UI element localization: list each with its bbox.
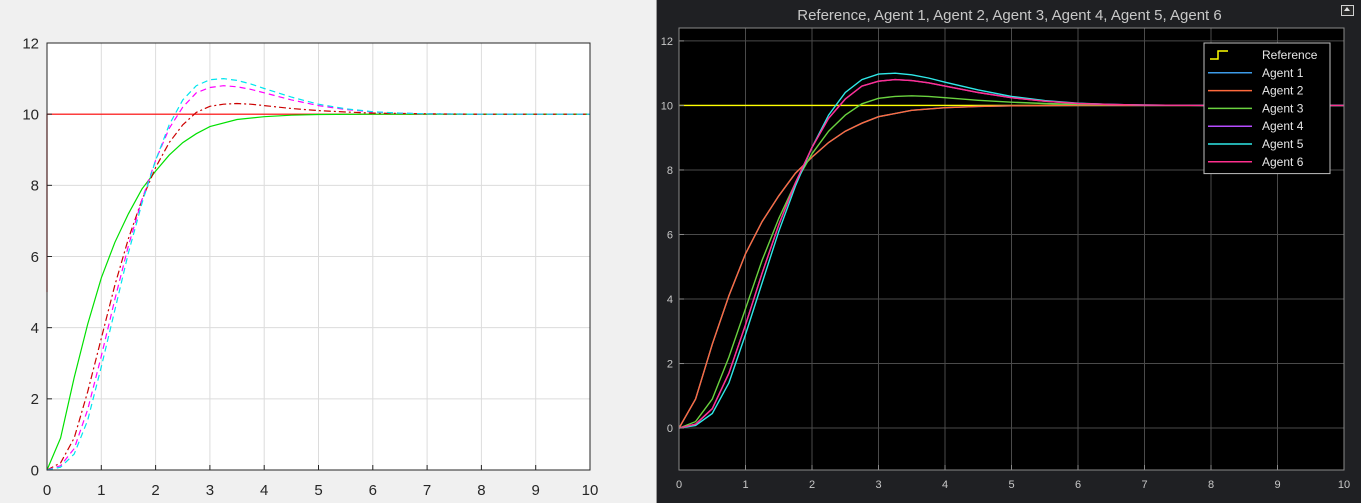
left-series-line-4 bbox=[46, 77, 590, 471]
left-y-tick-label: 2 bbox=[31, 391, 39, 408]
right-y-tick-label: 6 bbox=[667, 229, 673, 241]
left-x-tick-label: 3 bbox=[206, 482, 214, 499]
left-y-tick-label: 4 bbox=[31, 320, 39, 337]
right-x-tick-label: 8 bbox=[1208, 479, 1214, 491]
left-x-tick-label: 10 bbox=[582, 482, 599, 499]
left-x-tick-label: 8 bbox=[477, 482, 485, 499]
right-y-tick-label: 0 bbox=[667, 423, 673, 435]
left-x-tick-label: 7 bbox=[423, 482, 431, 499]
right-series-line-3 bbox=[678, 95, 1344, 429]
left-series-line-3 bbox=[46, 85, 590, 471]
left-series-line-2 bbox=[46, 102, 590, 471]
legend-entry: Agent 6 bbox=[1262, 155, 1304, 169]
right-y-tick-label: 8 bbox=[667, 165, 673, 177]
left-series-line-1 bbox=[46, 113, 590, 471]
left-x-tick-label: 0 bbox=[43, 482, 51, 499]
right-y-tick-label: 10 bbox=[661, 100, 673, 112]
legend-entry: Agent 1 bbox=[1262, 66, 1304, 80]
legend-entry: Agent 5 bbox=[1262, 137, 1304, 151]
left-x-tick-label: 5 bbox=[314, 482, 322, 499]
scope-legend: Reference Agent 1 Agent 2 Agent 3 Agent 4 Age… bbox=[1203, 42, 1331, 175]
legend-entry: Reference bbox=[1262, 48, 1318, 62]
right-x-tick-label: 3 bbox=[875, 479, 881, 491]
left-x-tick-label: 9 bbox=[532, 482, 540, 499]
left-x-tick-label: 1 bbox=[97, 482, 105, 499]
legend-entry: Agent 2 bbox=[1262, 84, 1304, 98]
left-y-tick-label: 6 bbox=[31, 249, 39, 266]
left-x-tick-label: 6 bbox=[369, 482, 377, 499]
scope-title: Reference, Agent 1, Agent 2, Agent 3, Ag… bbox=[797, 7, 1222, 24]
left-x-tick-label: 4 bbox=[260, 482, 268, 499]
undock-icon[interactable] bbox=[1341, 5, 1354, 16]
legend-entry: Agent 4 bbox=[1262, 119, 1304, 133]
left-y-tick-label: 10 bbox=[22, 106, 39, 123]
left-x-tick-label: 2 bbox=[151, 482, 159, 499]
right-y-tick-label: 4 bbox=[667, 294, 673, 306]
left-y-tick-label: 12 bbox=[22, 35, 39, 52]
right-series-line-6 bbox=[678, 78, 1344, 429]
right-x-tick-label: 7 bbox=[1141, 479, 1147, 491]
right-x-tick-label: 0 bbox=[676, 479, 682, 491]
right-x-tick-label: 9 bbox=[1274, 479, 1280, 491]
right-x-tick-label: 10 bbox=[1338, 479, 1350, 491]
right-x-tick-label: 4 bbox=[942, 479, 948, 491]
matlab-figure-panel: 0 1 2 3 4 5 6 7 8 9 10 0 2 4 6 8 10 12 bbox=[0, 0, 655, 503]
right-x-tick-label: 1 bbox=[742, 479, 748, 491]
right-y-tick-label: 12 bbox=[661, 36, 673, 48]
right-x-tick-label: 2 bbox=[809, 479, 815, 491]
left-y-tick-label: 0 bbox=[31, 462, 39, 479]
legend-entry: Agent 3 bbox=[1262, 101, 1304, 115]
left-y-tick-label: 8 bbox=[31, 178, 39, 195]
right-x-tick-label: 5 bbox=[1008, 479, 1014, 491]
right-x-tick-label: 6 bbox=[1075, 479, 1081, 491]
simulink-scope-panel: Reference, Agent 1, Agent 2, Agent 3, Ag… bbox=[656, 0, 1361, 503]
legend-step-icon bbox=[1210, 50, 1228, 60]
right-y-tick-label: 2 bbox=[667, 358, 673, 370]
